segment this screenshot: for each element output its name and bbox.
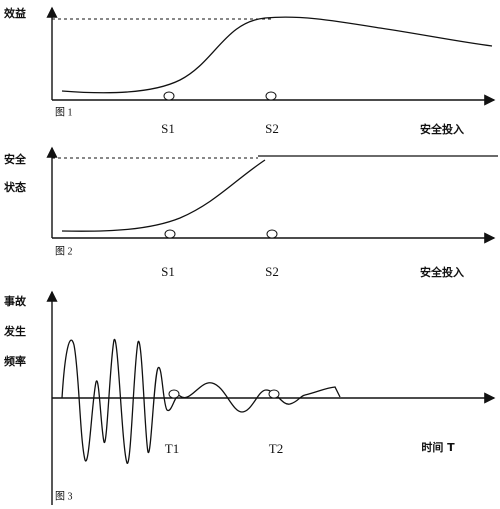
y-label: 发生 (3, 324, 26, 338)
x-label: 时间 T (421, 440, 455, 454)
curve (61, 339, 341, 464)
marker-label: S2 (265, 121, 279, 136)
marker-label: T2 (269, 441, 283, 456)
curve (61, 159, 266, 232)
marker-circle (265, 91, 277, 101)
y-label: 安全 (4, 152, 27, 166)
figure-2: 安全 状态 图 2 S1 S2 安全投入 (4, 146, 498, 279)
marker-circle (268, 389, 280, 399)
marker-circle (168, 389, 180, 399)
marker-label: S1 (161, 121, 175, 136)
y-label: 状态 (4, 180, 26, 194)
marker-label: S2 (265, 264, 279, 279)
figure-1: 效益 图 1 S1 S2 安全投入 (4, 6, 496, 136)
caption: 图 3 (55, 490, 73, 502)
caption: 图 2 (55, 245, 73, 257)
y-label: 频率 (4, 354, 26, 368)
y-label: 事故 (4, 294, 27, 308)
marker-circle (163, 91, 175, 101)
figure-3: 事故 发生 频率 图 3 T1 T2 时间 T (3, 290, 496, 505)
marker-label: S1 (161, 264, 175, 279)
caption: 图 1 (55, 106, 73, 118)
marker-label: T1 (165, 441, 179, 456)
x-label: 安全投入 (420, 265, 464, 279)
marker-circle (266, 229, 278, 239)
curve (61, 16, 493, 94)
marker-circle (164, 229, 176, 239)
x-label: 安全投入 (420, 122, 464, 136)
y-label: 效益 (4, 6, 26, 20)
